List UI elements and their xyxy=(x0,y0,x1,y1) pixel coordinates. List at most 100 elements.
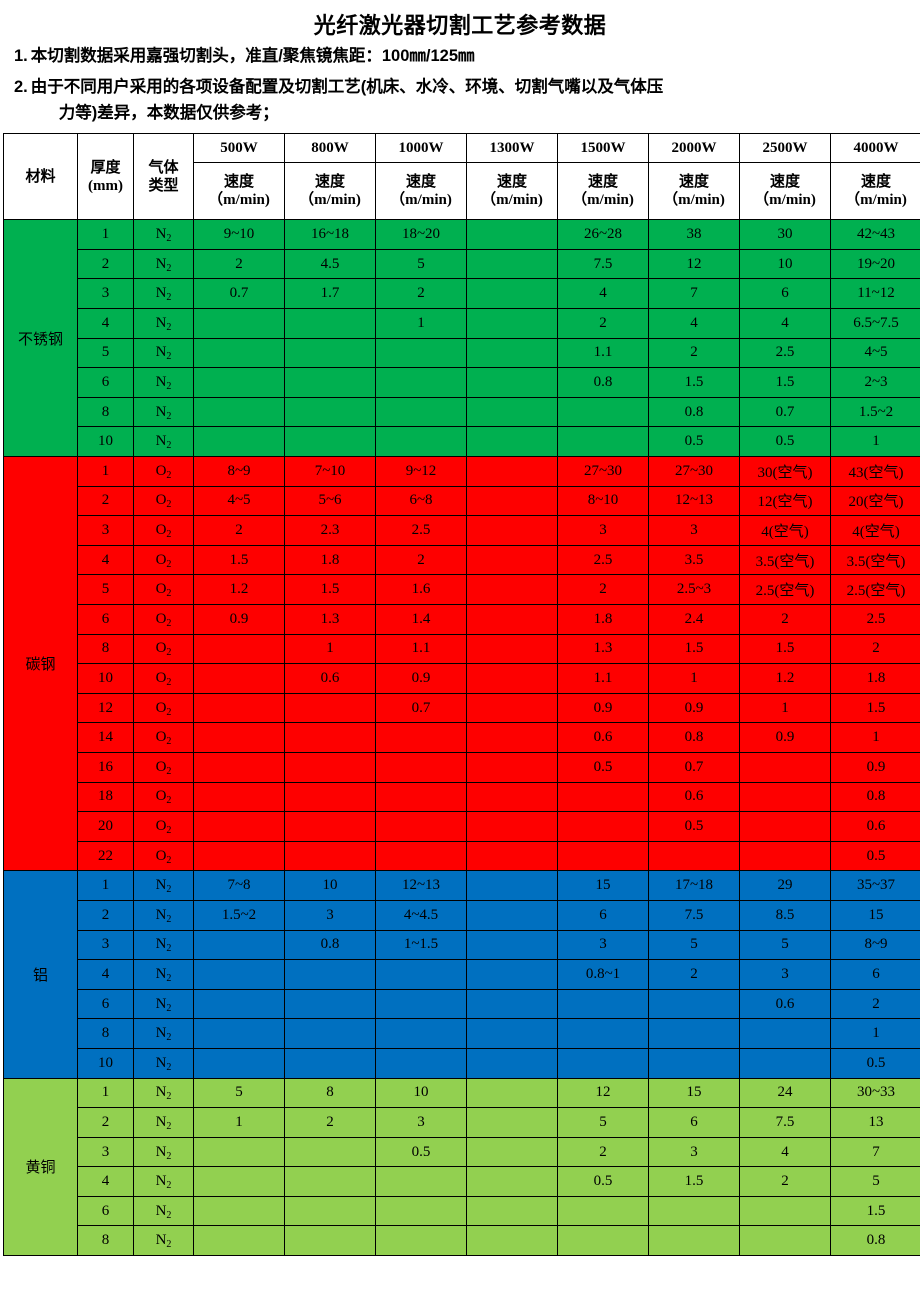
note-item: 1. 本切割数据采用嘉强切割头，准直/聚焦镜焦距：100㎜/125㎜ xyxy=(14,46,912,68)
speed-cell: 7.5 xyxy=(648,899,740,931)
speed-cell: 0.8 xyxy=(830,1225,920,1257)
speed-cell: 3 xyxy=(648,1136,740,1168)
speed-cell xyxy=(466,959,558,990)
speed-cell: 4 xyxy=(648,308,740,339)
speed-cell: 2 xyxy=(284,1107,376,1138)
gas-type-cell: N2 xyxy=(133,219,194,250)
speed-cell xyxy=(193,663,285,694)
speed-cell xyxy=(375,1047,467,1079)
speed-cell: 1.2 xyxy=(739,663,831,694)
speed-cell xyxy=(466,663,558,694)
speed-cell: 3 xyxy=(557,515,649,546)
gas-type-cell: N2 xyxy=(133,367,194,398)
speed-cell: 0.9 xyxy=(193,604,285,635)
speed-cell xyxy=(466,544,558,576)
speed-cell xyxy=(557,1047,649,1079)
thickness-cell: 10 xyxy=(77,426,134,458)
header-power-1300w: 1300W xyxy=(466,133,558,164)
speed-cell xyxy=(466,1107,558,1138)
gas-type-cell: N2 xyxy=(133,308,194,339)
speed-cell xyxy=(466,574,558,606)
speed-cell: 2.5(空气) xyxy=(739,574,831,606)
gas-type-cell: N2 xyxy=(133,1018,194,1049)
speed-unit: （m/min) xyxy=(754,192,816,209)
gas-type-cell: N2 xyxy=(133,1195,194,1227)
speed-cell xyxy=(557,988,649,1020)
gas-type-cell: N2 xyxy=(133,248,194,280)
gas-type-cell: O2 xyxy=(133,722,194,753)
speed-cell xyxy=(466,1047,558,1079)
table-row: 18 O2 0.6 0.8 xyxy=(3,781,920,813)
speed-cell: 1.5 xyxy=(193,544,285,576)
gas-type-cell: O2 xyxy=(133,781,194,813)
speed-cell xyxy=(284,426,376,458)
speed-cell: 42~43 xyxy=(830,219,920,250)
speed-cell xyxy=(375,1225,467,1257)
speed-cell xyxy=(284,1195,376,1227)
speed-cell: 24 xyxy=(739,1077,831,1109)
speed-cell xyxy=(466,456,558,487)
thickness-cell: 4 xyxy=(77,1166,134,1197)
speed-cell: 2.3 xyxy=(284,515,376,546)
speed-cell xyxy=(284,959,376,990)
speed-cell: 1.5 xyxy=(830,692,920,724)
speed-cell: 1 xyxy=(284,633,376,665)
speed-cell xyxy=(193,633,285,665)
note-text-line1: 由于不同用户采用的各项设备配置及切割工艺(机床、水冷、环境、切割气嘴以及气体压 xyxy=(30,77,664,96)
speed-cell xyxy=(375,751,467,783)
speed-cell: 2 xyxy=(375,278,467,310)
table-row: 8 N2 0.8 xyxy=(3,1225,920,1257)
cutting-parameters-table: 材料 厚度 (mm) 气体 类型 500W 800W 1000W 1300W 1… xyxy=(3,133,920,1257)
speed-cell: 1 xyxy=(830,1018,920,1049)
speed-cell: 35~37 xyxy=(830,870,920,901)
speed-cell: 2.5 xyxy=(557,544,649,576)
speed-cell: 3.5 xyxy=(648,544,740,576)
speed-cell: 17~18 xyxy=(648,870,740,901)
speed-cell xyxy=(193,1136,285,1168)
speed-cell xyxy=(739,751,831,783)
thickness-cell: 20 xyxy=(77,811,134,842)
speed-cell: 0.9 xyxy=(557,692,649,724)
speed-cell: 6 xyxy=(830,959,920,990)
speed-cell: 3 xyxy=(739,959,831,990)
speed-cell: 2 xyxy=(648,337,740,369)
speed-cell xyxy=(466,337,558,369)
table-row: 8 O2 1 1.1 1.3 1.5 1.5 2 xyxy=(3,633,920,665)
speed-cell: 7.5 xyxy=(557,248,649,280)
speed-cell: 2 xyxy=(193,515,285,546)
speed-cell xyxy=(466,308,558,339)
thickness-cell: 1 xyxy=(77,456,134,487)
speed-cell xyxy=(193,722,285,753)
speed-cell: 1.5 xyxy=(739,367,831,398)
thickness-cell: 8 xyxy=(77,396,134,428)
speed-cell xyxy=(557,396,649,428)
speed-cell: 2 xyxy=(557,308,649,339)
speed-cell: 27~30 xyxy=(648,456,740,487)
speed-cell xyxy=(466,485,558,517)
speed-cell: 1~1.5 xyxy=(375,929,467,961)
header-gas-line2: 类型 xyxy=(148,177,179,194)
speed-cell: 4 xyxy=(739,1136,831,1168)
speed-cell: 4(空气) xyxy=(739,515,831,546)
speed-cell: 12(空气) xyxy=(739,485,831,517)
speed-cell xyxy=(466,367,558,398)
speed-cell xyxy=(739,1225,831,1257)
speed-cell: 11~12 xyxy=(830,278,920,310)
speed-cell: 5 xyxy=(648,929,740,961)
speed-cell: 9~10 xyxy=(193,219,285,250)
speed-cell: 2 xyxy=(739,604,831,635)
speed-cell: 8~9 xyxy=(830,929,920,961)
speed-cell: 0.5 xyxy=(557,1166,649,1197)
speed-cell xyxy=(739,1018,831,1049)
table-row: 10 O2 0.6 0.9 1.1 1 1.2 1.8 xyxy=(3,663,920,694)
speed-cell xyxy=(193,929,285,961)
speed-cell xyxy=(466,278,558,310)
speed-cell xyxy=(375,1195,467,1227)
speed-cell: 6 xyxy=(557,899,649,931)
speed-label: 速度 xyxy=(860,173,891,190)
table-row: 22 O2 0.5 xyxy=(3,840,920,872)
speed-cell xyxy=(557,426,649,458)
speed-cell xyxy=(739,840,831,872)
speed-cell: 0.9 xyxy=(739,722,831,753)
thickness-cell: 10 xyxy=(77,663,134,694)
